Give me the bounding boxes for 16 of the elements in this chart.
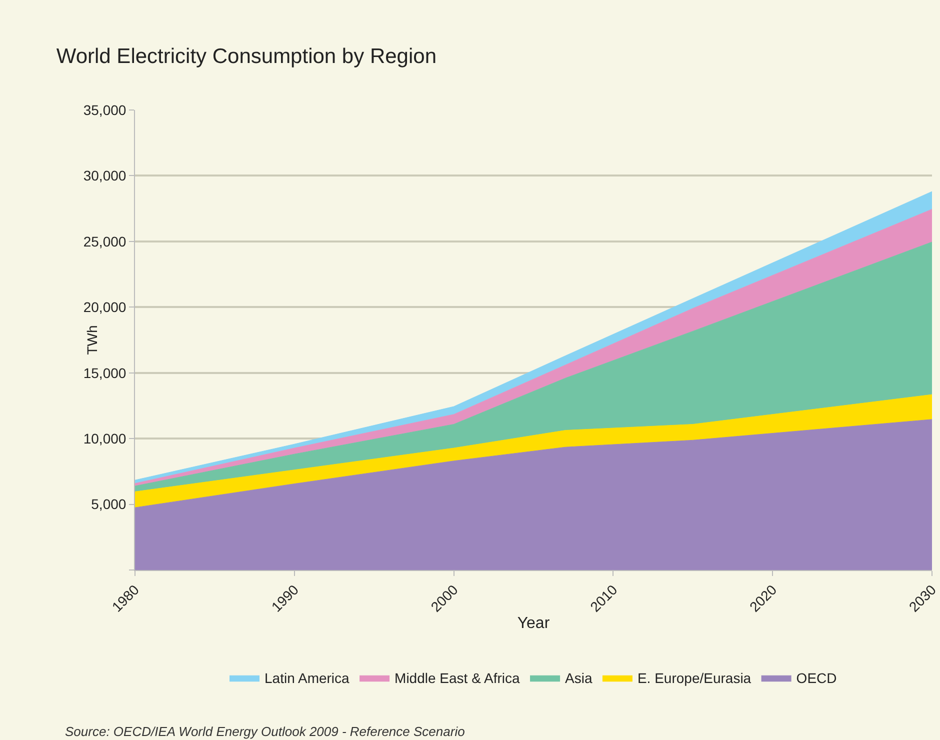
y-axis-title: TWh xyxy=(84,325,100,355)
y-tick-label: 25,000 xyxy=(83,233,126,250)
y-tick-label: 20,000 xyxy=(83,299,126,316)
y-tick-label: 10,000 xyxy=(83,430,126,446)
x-axis-title: Year xyxy=(517,615,550,632)
legend-label: Latin America xyxy=(264,670,350,686)
legend-label: Middle East & Africa xyxy=(394,670,520,686)
legend-label: Asia xyxy=(565,670,592,686)
source-note: Source: OECD/IEA World Energy Outlook 2009 - Reference Scenario xyxy=(65,724,465,739)
chart-title: World Electricity Consumption by Region xyxy=(56,44,437,68)
legend-label: OECD xyxy=(796,670,837,686)
y-tick-label: 15,000 xyxy=(83,364,126,381)
y-tick-label: 5,000 xyxy=(91,496,126,512)
y-tick-label: 30,000 xyxy=(83,168,126,184)
y-tick-label: 35,000 xyxy=(83,102,126,118)
legend-label: E. Europe/Eurasia xyxy=(637,670,752,686)
